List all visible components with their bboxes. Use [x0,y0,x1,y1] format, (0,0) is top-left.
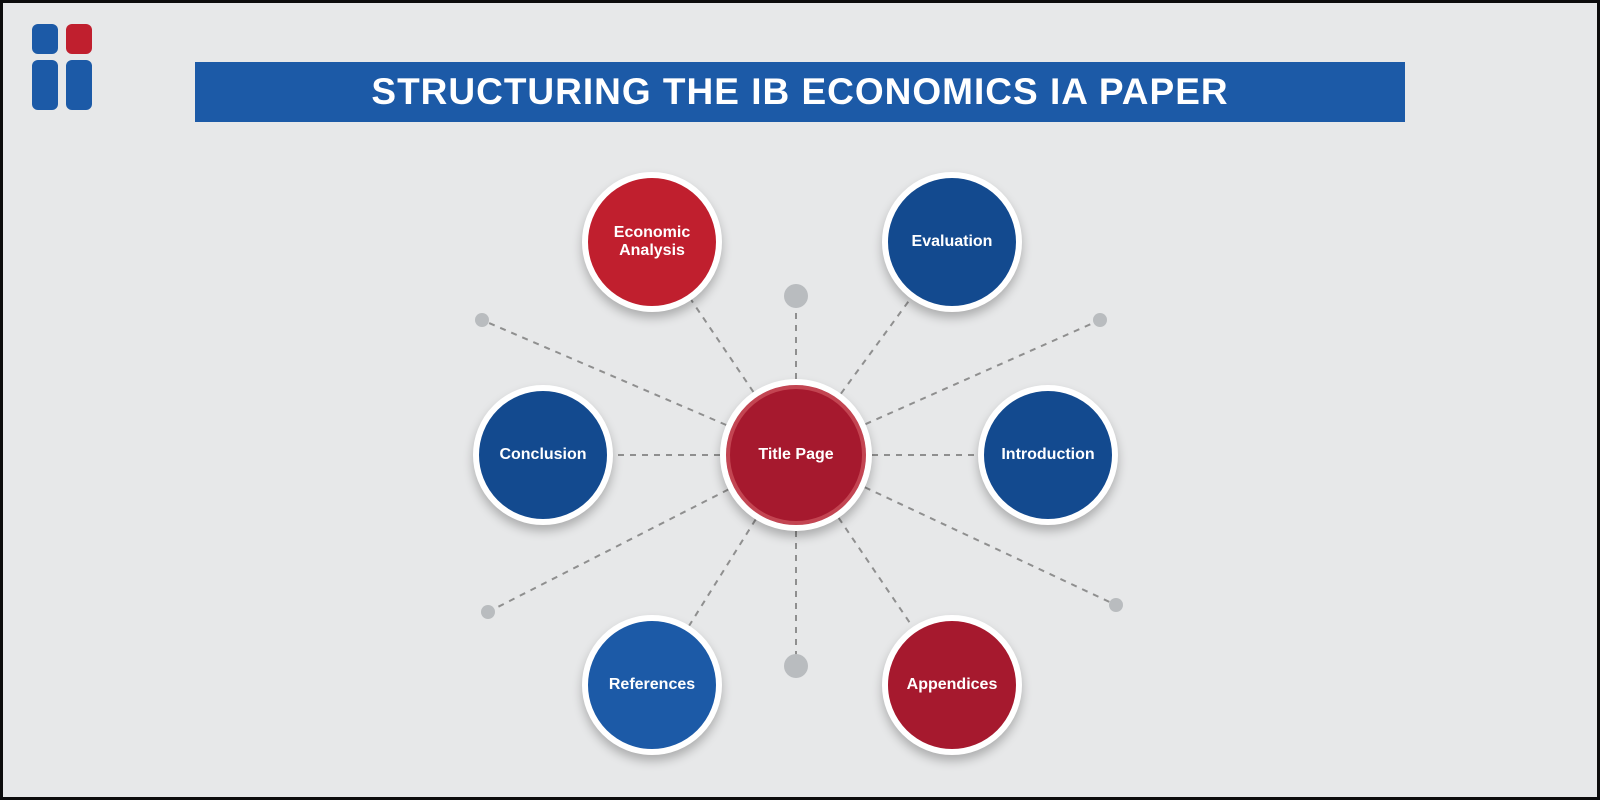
node-economic-analysis: Economic Analysis [582,172,722,312]
node-evaluation-label: Evaluation [902,233,1003,251]
node-center: Title Page [720,379,872,531]
node-introduction-label: Introduction [991,446,1104,464]
stage: STRUCTURING THE IB ECONOMICS IA PAPER Ti… [0,0,1600,800]
node-conclusion: Conclusion [473,385,613,525]
decorative-dot [784,284,808,308]
decorative-dot [475,313,489,327]
node-introduction: Introduction [978,385,1118,525]
node-appendices-label: Appendices [897,676,1008,694]
decorative-dot [1109,598,1123,612]
decorative-dot [784,654,808,678]
node-references: References [582,615,722,755]
connector-line [689,519,756,625]
connector-line [691,300,753,392]
connector-line [839,518,913,627]
connector-line [841,298,911,393]
node-conclusion-label: Conclusion [489,446,596,464]
node-evaluation: Evaluation [882,172,1022,312]
node-economic-analysis-label: Economic Analysis [604,224,700,261]
node-references-label: References [599,676,705,694]
decorative-dot [481,605,495,619]
decorative-dot [1093,313,1107,327]
node-appendices: Appendices [882,615,1022,755]
node-center-label: Title Page [748,446,843,464]
